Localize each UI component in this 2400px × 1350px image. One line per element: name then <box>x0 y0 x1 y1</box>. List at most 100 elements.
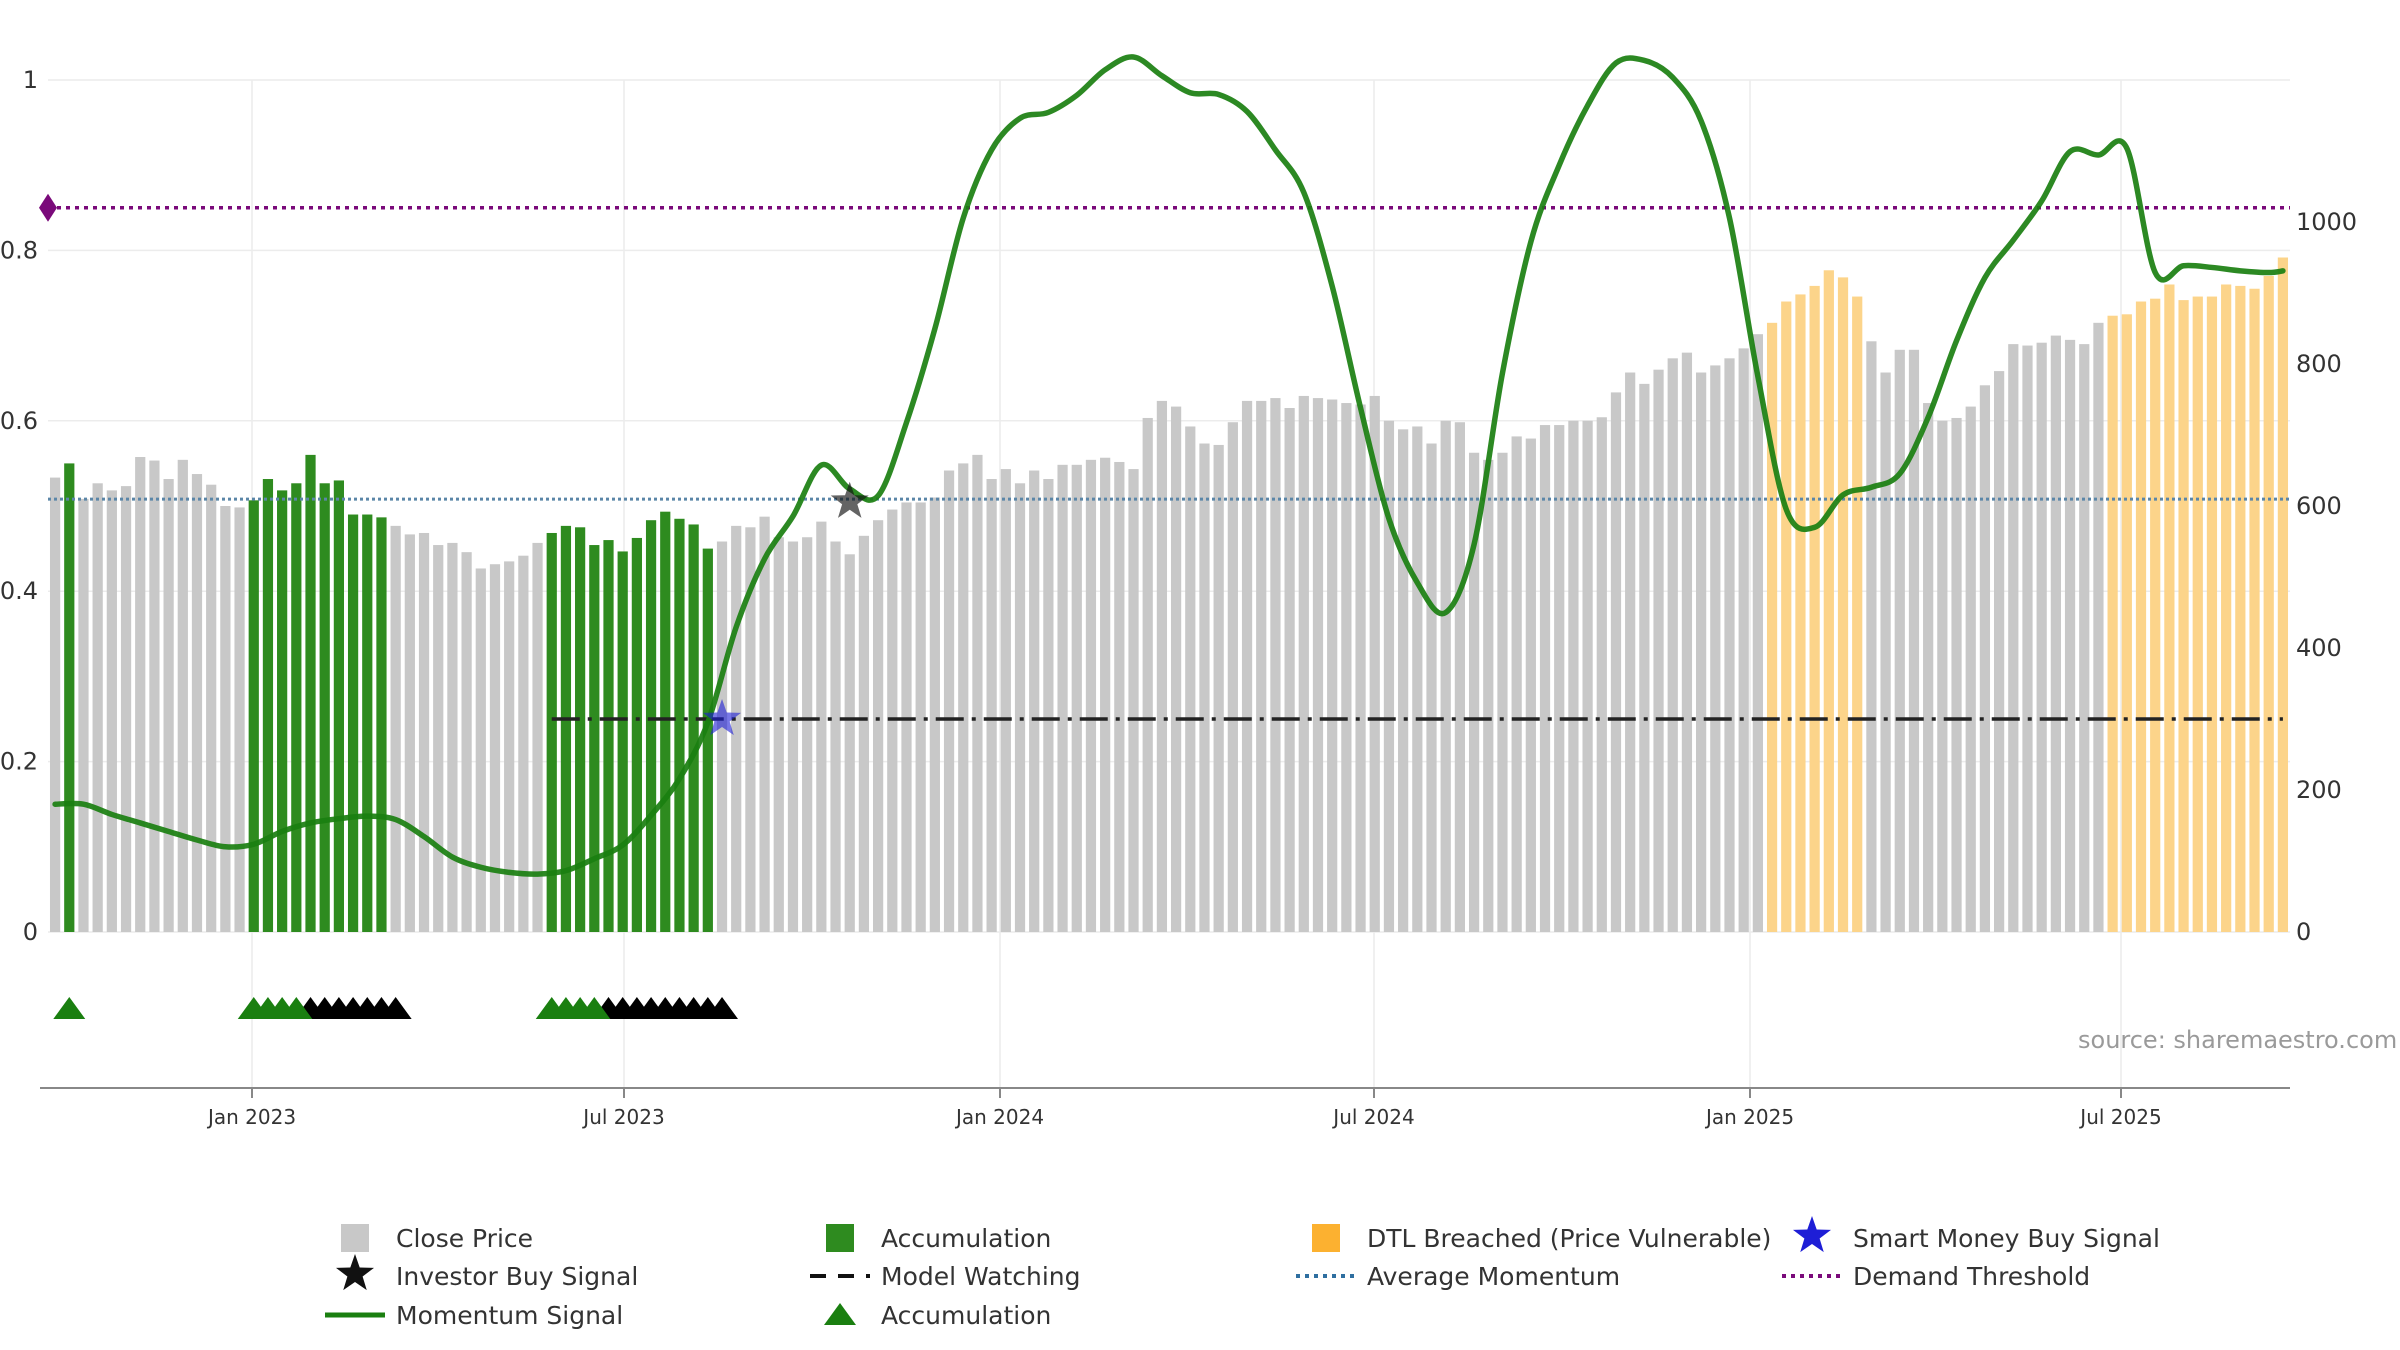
bar-close <box>1965 406 1976 933</box>
bar-close <box>2008 344 2019 932</box>
legend-item-average: Average Momentum <box>1296 1262 1620 1291</box>
legend-item-dtl: DTL Breached (Price Vulnerable) <box>1312 1224 1771 1253</box>
x-axis-tick-label: Jul 2024 <box>1331 1105 1414 1129</box>
bar-close <box>1114 461 1125 932</box>
bar-accumulation <box>376 517 387 932</box>
bar-accumulation <box>362 514 373 932</box>
bar-close <box>163 479 174 932</box>
bar-close <box>1270 398 1281 933</box>
bar-close <box>447 542 458 932</box>
bar-close <box>177 459 188 932</box>
bar-close <box>1426 443 1437 932</box>
bar-dtl <box>2221 284 2232 933</box>
bar-close <box>1610 392 1622 932</box>
left-axis-tick-label: 1 <box>23 66 38 94</box>
bar-close <box>1241 400 1253 932</box>
bar-close <box>2050 335 2061 933</box>
bar-dtl <box>2107 315 2118 933</box>
bar-close <box>816 521 827 932</box>
bar-close <box>986 479 997 932</box>
bar-accumulation <box>631 537 642 932</box>
bar-close <box>1057 464 1068 932</box>
bar-dtl <box>2164 284 2175 933</box>
right-axis-tick-label: 600 <box>2296 492 2342 520</box>
bar-close <box>1085 459 1097 932</box>
bar-close <box>1525 438 1536 932</box>
bar-dtl <box>1809 285 1820 932</box>
bar-accumulation <box>688 524 699 932</box>
bar-close <box>1128 469 1139 932</box>
bar-close <box>1639 383 1650 932</box>
right-axis-tick-label: 1000 <box>2296 208 2357 236</box>
bar-close <box>206 484 217 932</box>
bar-close <box>234 507 245 932</box>
left-axis-tick-label: 0.8 <box>0 236 38 264</box>
bar-close <box>106 490 117 932</box>
bar-accumulation <box>546 532 557 932</box>
bar-close <box>745 527 756 932</box>
legend-label: Accumulation <box>881 1301 1051 1330</box>
bar-accumulation <box>603 540 614 932</box>
bar-close <box>1213 444 1224 932</box>
bar-close <box>1752 334 1763 932</box>
bar-close <box>1369 395 1380 932</box>
bar-close <box>1710 365 1721 932</box>
bar-close <box>2079 344 2090 932</box>
bar-close <box>135 457 146 932</box>
bar-dtl <box>2263 275 2274 933</box>
bar-dtl <box>2206 296 2218 932</box>
momentum-signal-line <box>52 54 2286 877</box>
legend-item-smart_money: Smart Money Buy Signal <box>1792 1216 2160 1253</box>
bar-dtl <box>2235 285 2246 932</box>
bar-close <box>1497 452 1508 932</box>
legend-item-investor: Investor Buy Signal <box>335 1254 638 1291</box>
source-label: source: sharemaestro.com <box>2078 1026 2397 1054</box>
bar-close <box>2093 322 2104 932</box>
bar-dtl <box>2192 296 2203 932</box>
bar-close <box>1298 395 1309 932</box>
bar-close <box>1100 457 1111 932</box>
bar-close <box>887 509 898 932</box>
bar-close <box>1327 399 1338 932</box>
bar-accumulation <box>617 551 628 932</box>
bar-close <box>1511 436 1522 932</box>
bar-close <box>1724 358 1735 932</box>
bar-close <box>943 470 955 932</box>
legend-triangle-icon <box>824 1303 856 1325</box>
bar-close <box>802 537 813 932</box>
bar-close <box>1398 429 1409 932</box>
bar-close <box>1029 470 1040 932</box>
legend-item-close: Close Price <box>341 1224 533 1253</box>
bar-close <box>1681 352 1693 932</box>
bar-accumulation <box>64 463 75 932</box>
bar-close <box>433 545 444 932</box>
legend-star-icon <box>335 1254 375 1291</box>
bar-dtl <box>2277 257 2289 932</box>
bar-accumulation <box>560 525 572 932</box>
bar-close <box>1142 417 1153 933</box>
smart-money-star <box>702 699 742 736</box>
bar-close <box>915 502 926 932</box>
bar-dtl <box>1837 277 1849 932</box>
bar-close <box>120 486 132 932</box>
bar-dtl <box>2178 300 2189 933</box>
legend-item-momentum: Momentum Signal <box>325 1301 623 1330</box>
bar-accumulation <box>645 520 657 932</box>
signal-markers <box>702 481 869 736</box>
legend: Close Price Accumulation DTL Breached (Pri… <box>325 1216 2160 1330</box>
left-axis-tick-label: 0 <box>23 918 38 946</box>
bar-close <box>220 506 231 932</box>
bar-dtl <box>2249 288 2260 932</box>
bar-dtl <box>1852 296 1863 932</box>
bar-close <box>1625 372 1636 932</box>
demand-threshold-diamond <box>39 193 57 222</box>
reference-lines <box>39 193 2290 721</box>
x-axis-tick-label: Jan 2023 <box>206 1105 296 1129</box>
legend-label: DTL Breached (Price Vulnerable) <box>1367 1224 1771 1253</box>
bar-accumulation <box>262 479 274 932</box>
bar-accumulation <box>248 500 259 932</box>
legend-label: Smart Money Buy Signal <box>1853 1224 2160 1253</box>
bar-close <box>1014 483 1026 932</box>
legend-star-icon <box>1792 1216 1832 1253</box>
bar-accumulation <box>674 518 685 932</box>
